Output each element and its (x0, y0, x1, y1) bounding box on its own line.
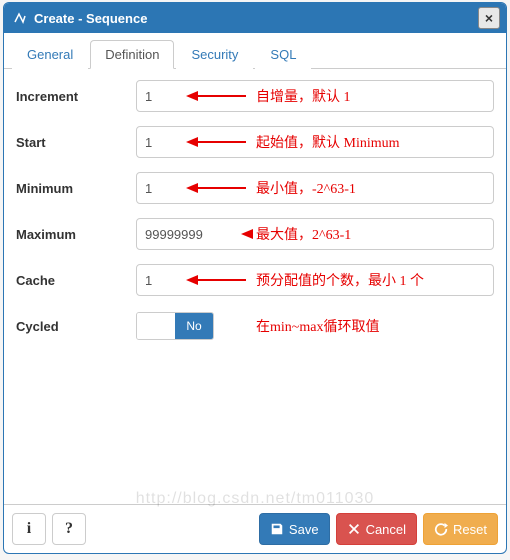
cancel-button[interactable]: Cancel (336, 513, 417, 545)
reset-label: Reset (453, 522, 487, 537)
tab-security[interactable]: Security (176, 40, 253, 69)
input-start[interactable] (136, 126, 494, 158)
save-button[interactable]: Save (259, 513, 330, 545)
reset-button[interactable]: Reset (423, 513, 498, 545)
row-minimum: Minimum 最小值，-2^63-1 (16, 171, 494, 205)
cancel-icon (347, 522, 361, 536)
tab-bar: General Definition Security SQL (4, 33, 506, 69)
toggle-cycled[interactable]: No (136, 312, 214, 340)
tab-definition[interactable]: Definition (90, 40, 174, 69)
label-cycled: Cycled (16, 319, 136, 334)
help-button[interactable]: ? (52, 513, 86, 545)
row-maximum: Maximum 最大值，2^63-1 (16, 217, 494, 251)
footer: i ? Save Cancel Reset (4, 504, 506, 553)
create-sequence-dialog: Create - Sequence × General Definition S… (3, 2, 507, 554)
row-increment: Increment 自增量，默认 1 (16, 79, 494, 113)
close-button[interactable]: × (478, 7, 500, 29)
label-start: Start (16, 135, 136, 150)
save-icon (270, 522, 284, 536)
toggle-on-label: No (175, 313, 213, 339)
input-cache[interactable] (136, 264, 494, 296)
toggle-off (137, 313, 175, 339)
info-button[interactable]: i (12, 513, 46, 545)
save-label: Save (289, 522, 319, 537)
label-cache: Cache (16, 273, 136, 288)
titlebar: Create - Sequence × (4, 3, 506, 33)
tab-general[interactable]: General (12, 40, 88, 69)
label-minimum: Minimum (16, 181, 136, 196)
dialog-title: Create - Sequence (34, 11, 478, 26)
reset-icon (434, 522, 448, 536)
row-start: Start 起始值，默认 Minimum (16, 125, 494, 159)
input-increment[interactable] (136, 80, 494, 112)
cancel-label: Cancel (366, 522, 406, 537)
sequence-icon (12, 10, 28, 26)
label-increment: Increment (16, 89, 136, 104)
label-maximum: Maximum (16, 227, 136, 242)
input-minimum[interactable] (136, 172, 494, 204)
tab-sql[interactable]: SQL (255, 40, 311, 69)
input-maximum[interactable] (136, 218, 494, 250)
row-cycled: Cycled No 在min~max循环取值 (16, 309, 494, 343)
row-cache: Cache 预分配值的个数，最小 1 个 (16, 263, 494, 297)
form-area: Increment 自增量，默认 1 Start 起始值，默认 Minimum … (4, 69, 506, 504)
